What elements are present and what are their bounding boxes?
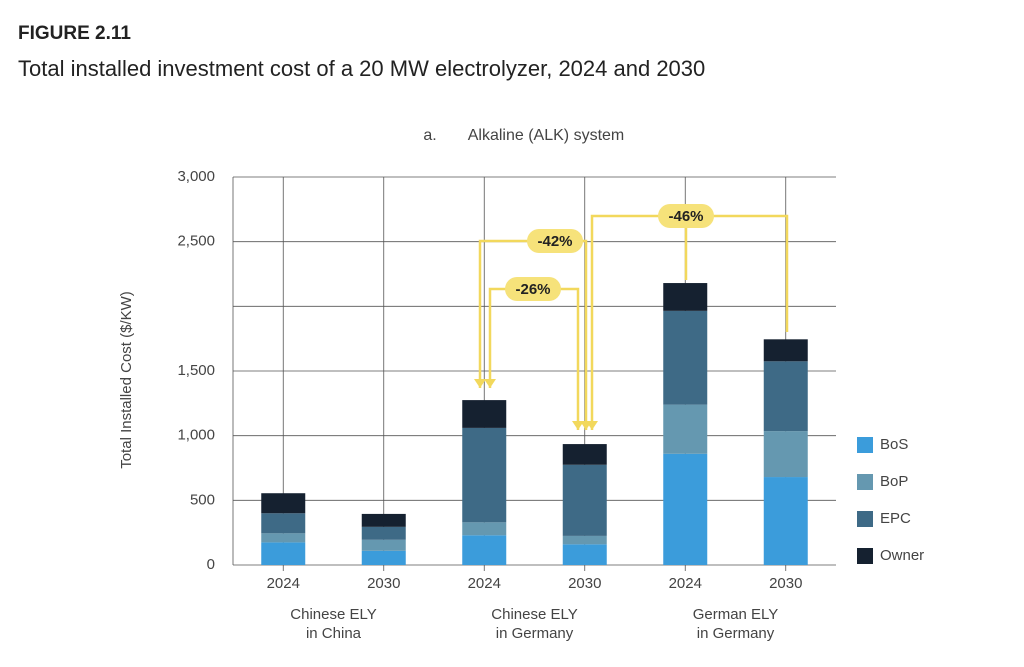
bar-segment [261,513,306,534]
bar-segment [763,431,808,478]
y-tick-label: 0 [207,556,215,573]
legend-swatch [857,548,873,564]
x-tick-label: 2030 [769,575,802,592]
annotation-label: -42% [537,233,572,250]
annotation-label: -26% [515,281,550,298]
bar-segment [763,339,808,362]
bar-segment [562,444,607,465]
y-tick-label: 1,000 [177,427,215,444]
legend-label: EPC [880,510,911,527]
bar-segment [663,404,708,454]
bar-segment [261,533,306,543]
bar-segment [562,464,607,536]
annotation-arrow [484,379,496,388]
annotation-arrow [572,421,584,430]
group-label: in Germany [496,625,574,642]
bar-segment [462,522,507,536]
bar-segment [361,539,406,551]
y-tick-label: 500 [190,491,215,508]
bar-segment [361,513,406,527]
bar-segment [663,283,708,311]
bar-segment [361,526,406,540]
x-tick-label: 2030 [568,575,601,592]
bar-segment [763,361,808,432]
y-tick-label: 3,000 [177,168,215,185]
annotation-box [658,204,714,228]
bar-segment [462,427,507,523]
annotation-label: -46% [668,208,703,225]
group-label: German ELY [693,606,779,623]
panel-label: a. [423,127,436,144]
group-label: in China [306,625,362,642]
y-tick-label: 1,500 [177,362,215,379]
chart-title: Total installed investment cost of a 20 … [18,56,705,81]
x-tick-label: 2024 [267,575,300,592]
bar-segment [261,493,306,514]
bar-segment [361,550,406,565]
group-label: in Germany [697,625,775,642]
group-label: Chinese ELY [491,606,577,623]
bar-segment [261,542,306,565]
annotation-box [505,277,561,301]
subtitle: Alkaline (ALK) system [468,127,625,144]
bar-segment [462,400,507,428]
figure-label: FIGURE 2.11 [18,23,131,44]
y-axis-label: Total Installed Cost ($/KW) [118,291,135,469]
legend-swatch [857,474,873,490]
bar-segment [562,535,607,545]
bar-segment [763,477,808,565]
bar-segment [663,310,708,405]
group-label: Chinese ELY [290,606,376,623]
bar-segment [663,453,708,565]
legend-swatch [857,511,873,527]
x-tick-label: 2030 [367,575,400,592]
legend-swatch [857,437,873,453]
annotation-arrow [586,421,598,430]
legend-label: BoS [880,436,908,453]
legend-label: Owner [880,547,924,564]
annotation-arrow [474,379,486,388]
bar-segment [562,544,607,565]
x-tick-label: 2024 [468,575,501,592]
bar-segment [462,535,507,565]
y-tick-label: 2,500 [177,233,215,250]
x-tick-label: 2024 [669,575,702,592]
legend-label: BoP [880,473,908,490]
annotation-box [527,229,583,253]
